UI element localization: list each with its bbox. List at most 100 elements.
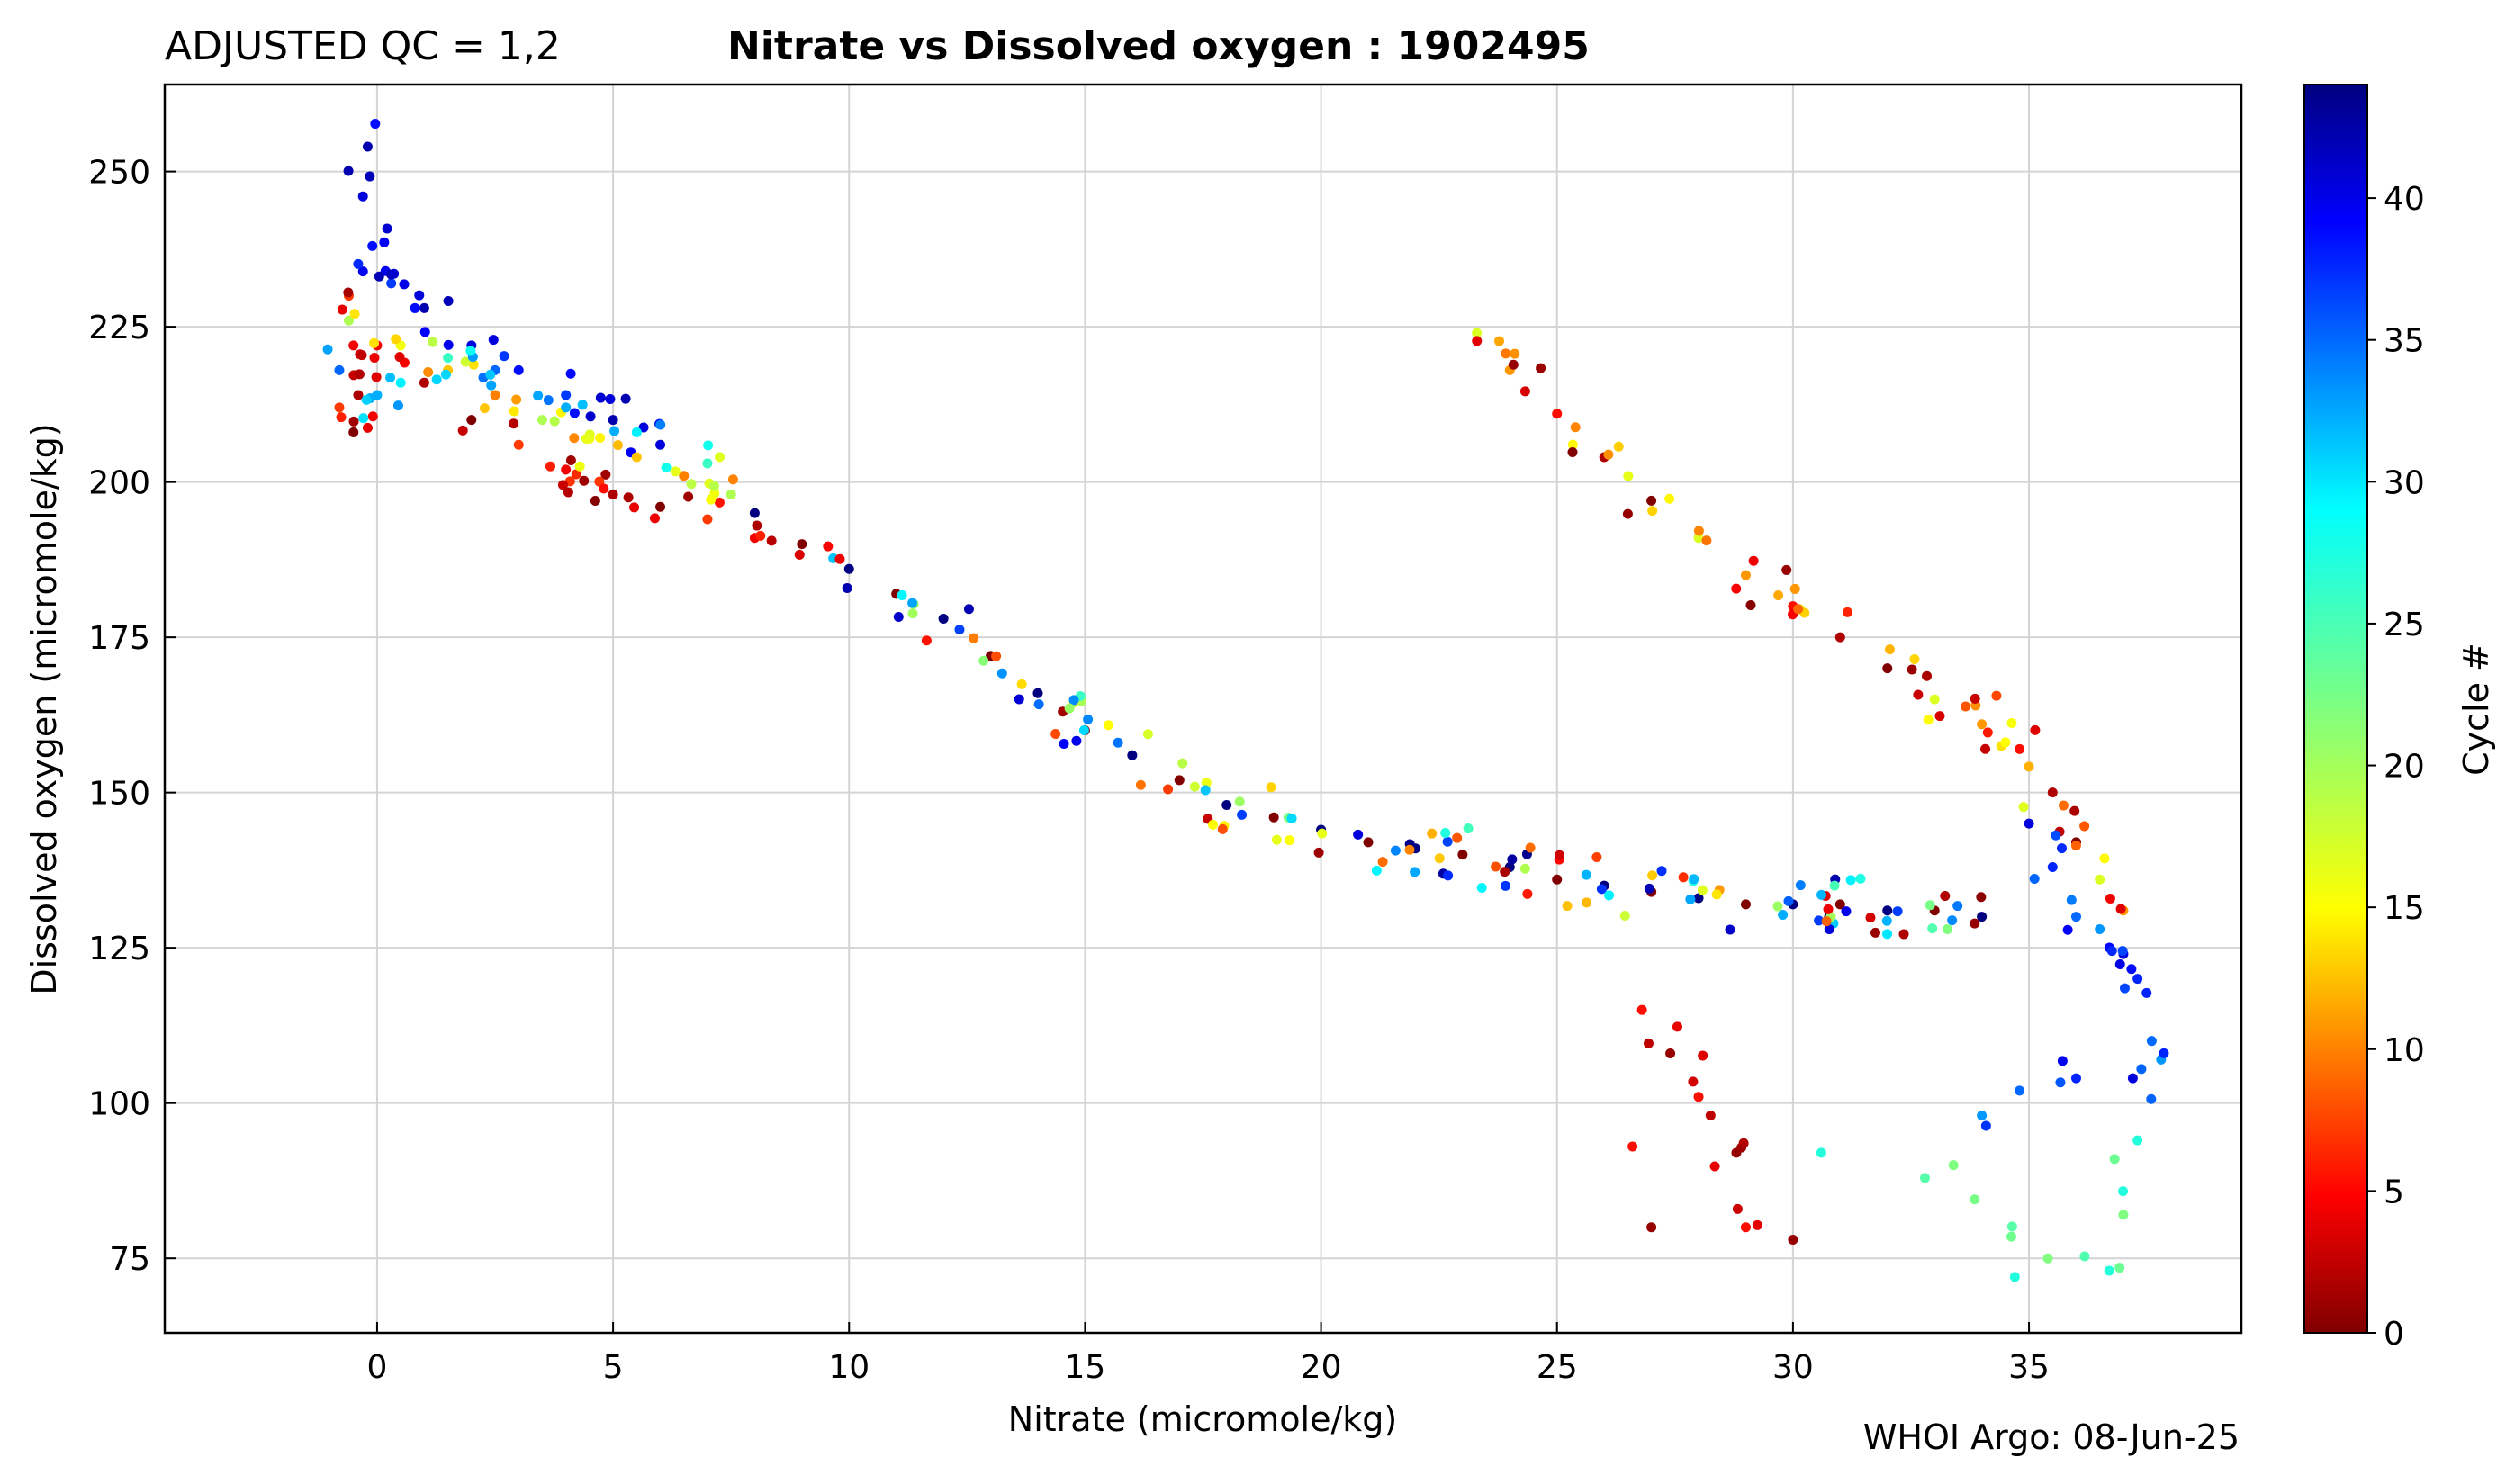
data-point [1390,845,1401,856]
data-point [1016,679,1027,689]
data-point [1834,899,1845,910]
data-point [1493,336,1504,346]
data-point [1646,1222,1657,1233]
data-point [921,635,932,646]
data-point [991,651,1002,661]
data-point [367,411,378,422]
data-point [2070,912,2081,922]
data-point [545,461,555,472]
data-point [631,427,642,437]
data-point [322,344,333,355]
data-point [2109,1154,2120,1165]
x-tick-label: 35 [2008,1349,2050,1386]
data-point [1582,897,1592,908]
data-point [2114,1263,2125,1273]
data-point [2106,946,2117,957]
data-point [2115,904,2126,914]
data-point [1923,715,1934,725]
data-points [322,119,2169,1282]
data-point [1961,701,1971,712]
data-point [749,508,760,518]
data-point [2118,1186,2129,1197]
data-point [1693,526,1704,536]
data-point [1748,555,1759,566]
data-point [1772,901,1783,912]
x-tick-label: 25 [1537,1349,1578,1386]
data-point [1596,884,1607,895]
data-point [1907,664,1917,675]
data-point [579,475,590,486]
colorbar-tick-label: 20 [2384,749,2425,786]
data-point [608,489,618,499]
data-point [1501,880,1511,891]
data-point [1745,600,1756,611]
colorbar-tick-label: 35 [2384,323,2425,360]
data-point [1697,885,1708,895]
x-tick-label: 0 [366,1349,387,1386]
data-point [1732,1203,1743,1214]
data-point [605,393,616,404]
x-axis-label: Nitrate (micromole/kg) [1008,1399,1397,1439]
data-point [649,513,660,524]
data-point [1163,784,1174,795]
data-point [1491,861,1501,872]
data-point [1947,915,1958,926]
data-point [1909,653,1920,664]
data-point [1377,857,1388,868]
y-axis: 75 100 125 150 175 200 225 250 [88,155,176,1278]
data-point [428,337,438,347]
data-point [2056,843,2067,854]
data-point [1064,703,1075,714]
data-point [561,464,572,475]
data-point [348,427,359,437]
colorbar-ticks: 0 5 10 15 20 25 30 35 40 [2367,181,2425,1353]
data-point [1410,867,1420,877]
data-point [1688,1076,1699,1087]
colorbar-tick-label: 40 [2384,181,2425,218]
data-point [1510,348,1520,359]
data-point [577,400,588,410]
data-point [703,440,714,451]
data-point [549,416,560,427]
data-point [1834,632,1845,643]
data-point [702,458,713,469]
data-point [1567,439,1578,450]
data-point [1948,1160,1959,1171]
data-point [1709,1161,1720,1172]
data-point [1452,832,1463,843]
data-point [1201,778,1212,788]
data-point [1284,835,1294,846]
data-point [1823,904,1834,914]
data-point [1656,866,1667,877]
data-point [1952,901,1963,912]
data-point [1821,916,1832,927]
data-point [996,668,1007,679]
data-point [533,391,544,401]
data-point [367,240,378,251]
data-point [1711,889,1722,900]
data-point [357,191,368,202]
data-point [337,304,347,315]
data-point [2126,964,2137,975]
y-tick-label: 100 [88,1086,150,1123]
data-point [2132,974,2143,985]
data-point [1752,1219,1762,1230]
data-point [361,394,372,405]
data-point [565,455,576,466]
data-point [1685,894,1696,904]
data-point [1622,508,1633,519]
data-point [563,487,573,498]
data-point [1371,865,1382,876]
data-point [963,604,974,615]
data-point [1472,336,1483,346]
data-point [1646,495,1657,506]
data-point [485,369,496,380]
data-point [1991,690,2002,701]
data-point [1014,694,1024,705]
data-point [565,368,576,379]
data-point [1519,863,1530,874]
data-point [1623,471,1634,481]
data-point [2104,1265,2114,1276]
data-point [379,237,390,247]
data-point [706,494,717,505]
